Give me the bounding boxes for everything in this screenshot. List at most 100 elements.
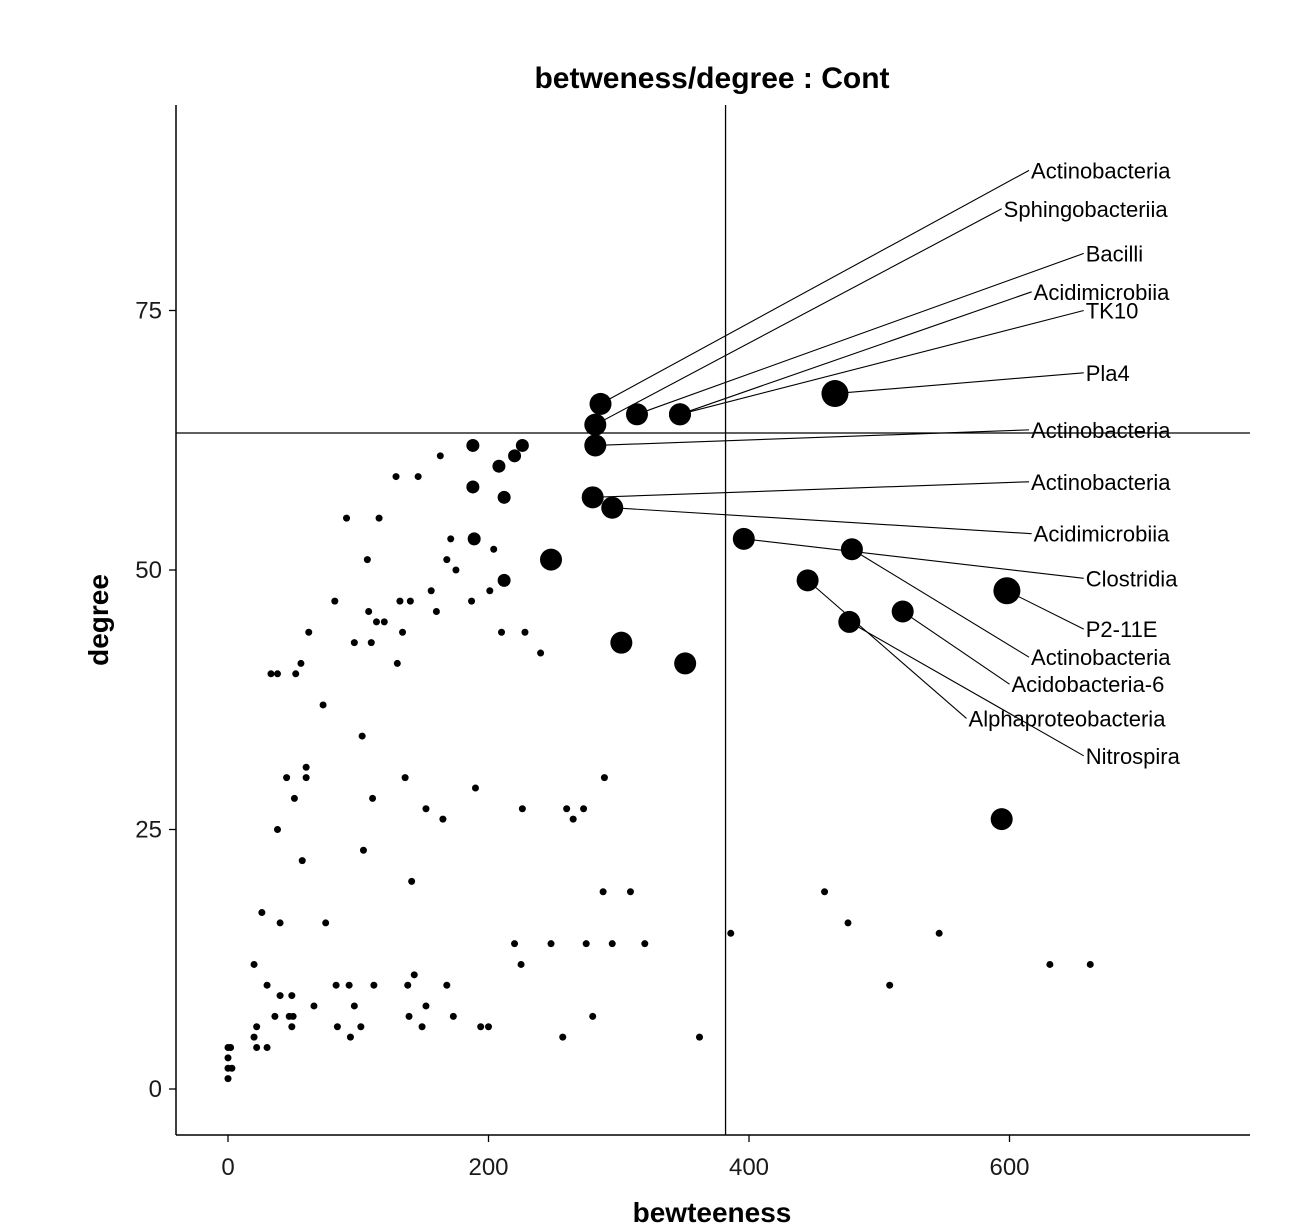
data-point-small [396,597,404,605]
data-point-small [297,659,305,667]
data-point-small [511,940,519,948]
point-label: Acidimicrobiia [1034,522,1170,547]
data-point-small [427,587,435,595]
x-axis-title: bewteeness [633,1197,792,1228]
point-label: Pla4 [1086,361,1130,386]
label-connector [743,538,1084,579]
data-point-medium [515,438,529,452]
data-point-small [290,794,298,802]
y-tick-label: 25 [135,817,162,844]
data-point-small [599,888,607,896]
data-point-small [250,960,258,968]
x-tick-label: 200 [468,1154,508,1181]
label-connector [679,291,1032,415]
data-point-small [886,981,894,989]
data-point-small [289,1012,297,1020]
data-point-labeled [589,392,612,415]
point-label: Clostridia [1086,566,1178,591]
label-connector [612,507,1032,535]
data-point-small [432,608,440,616]
label-connector [679,309,1084,415]
data-point-medium [508,449,522,463]
data-point-small [443,556,451,564]
data-point-small [468,597,476,605]
data-point-labeled [584,434,607,457]
data-point-small [498,628,506,636]
data-point-small [589,1012,597,1020]
data-point-small [253,1023,261,1031]
data-point-small [471,784,479,792]
data-point-labeled [821,380,849,408]
data-point-small [422,805,430,813]
data-point-small [569,815,577,823]
data-point-medium [497,490,511,504]
data-point-small [399,628,407,636]
label-connector [636,252,1084,415]
data-point-small [406,597,414,605]
data-point-medium [466,438,480,452]
data-point-labeled [838,610,861,633]
data-point-small [537,649,545,657]
data-point-small [319,701,327,709]
data-point-small [582,940,590,948]
point-label: P2-11E [1086,617,1158,642]
data-point-small [547,940,555,948]
label-connector [595,208,1002,426]
data-point-small [358,732,366,740]
point-label: Acidimicrobiia [1034,280,1170,305]
data-point-small [288,1023,296,1031]
data-point-medium [467,532,481,546]
data-point-small [298,857,306,865]
data-point-small [346,1033,354,1041]
point-label: TK10 [1086,299,1139,324]
data-point-small [485,1023,492,1031]
data-point-small [263,981,271,989]
data-point-small [401,774,409,782]
label-connector [849,621,1085,757]
data-point-small [343,514,351,522]
data-point-small [405,1012,413,1020]
data-point-large [540,548,563,571]
data-point-small [563,805,571,813]
data-point-medium [497,573,511,587]
data-point-small [443,981,451,989]
data-point-small [250,1033,258,1041]
y-axis-title: degree [83,574,114,666]
data-point-small [350,1002,358,1010]
data-point-small [224,1075,232,1083]
data-point-small [449,1012,457,1020]
plot-area: Actinobacteria Sphingobacteriia Bacilli Aci… [176,105,1250,1135]
data-point-small [372,618,380,626]
data-point-small [292,670,300,678]
data-point-small [452,566,460,574]
data-point-labeled [891,600,914,623]
data-point-labeled [584,413,607,436]
x-axis-ticks: 0 200 400 600 [221,1135,1030,1181]
data-point-labeled [796,569,819,592]
data-point-small [302,763,310,771]
data-point-small [263,1043,271,1051]
label-connector [1006,590,1084,630]
chart-title: betweness/degree : Cont [534,62,889,95]
data-point-small [727,929,735,937]
data-point-medium [466,480,480,494]
data-point-small [844,919,852,927]
data-point-small [580,805,588,813]
data-point-small [258,909,266,917]
point-label: Sphingobacteriia [1004,197,1169,222]
data-point-small [271,1012,279,1020]
data-point-small [393,659,401,667]
data-point-small [331,597,339,605]
data-point-small [408,877,416,885]
data-point-small [228,1064,236,1072]
data-point-small [1086,960,1094,968]
data-point-small [626,888,634,896]
data-point-small [283,774,291,782]
label-connector [592,481,1030,498]
data-point-small [288,992,296,1000]
data-point-medium [492,459,506,473]
x-tick-label: 0 [221,1154,234,1181]
data-point-small [273,670,281,678]
data-point-small [696,1033,704,1041]
